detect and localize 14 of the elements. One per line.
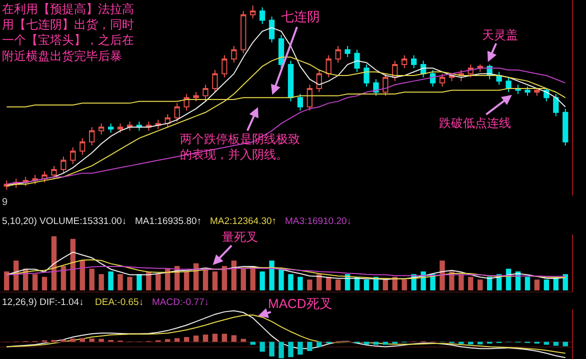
- text: MA1:16935.80↑: [135, 216, 202, 227]
- text: DEA:-0.65↓: [95, 297, 144, 308]
- annotation: MACD死叉: [268, 296, 332, 311]
- text: 5,10,20) VOLUME:15331.00↓: [2, 216, 127, 227]
- text: MA3:16910.20↓: [285, 216, 352, 227]
- annotation: 在利用【预提高】法拉高用【七连阴】出货，同时一个【宝塔头】，之后在附近横盘出货完毕后暴: [2, 2, 134, 63]
- text: MACD:-0.77↓: [152, 297, 210, 308]
- annotation: 天灵盖: [482, 28, 518, 42]
- annotation: 七连阴: [281, 10, 320, 25]
- text: 12,26,9) DIF:-1.04↓: [2, 297, 84, 308]
- annotation: 跌破低点连线: [439, 116, 511, 130]
- text: MA2:12364.30↑: [210, 216, 277, 227]
- text: 9: [2, 197, 8, 208]
- annotation: 量死叉: [222, 230, 258, 244]
